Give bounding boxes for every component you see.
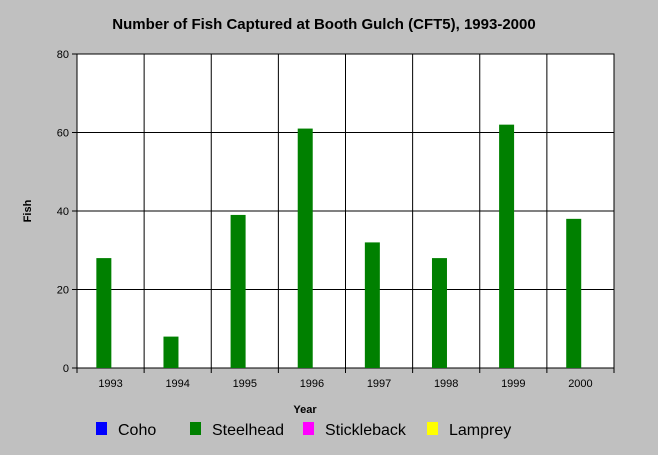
x-tick-label: 2000 [568, 378, 592, 390]
bar-steelhead-1996 [297, 128, 313, 368]
legend-swatch-stickleback [303, 422, 314, 435]
bar-steelhead-1999 [499, 124, 515, 369]
x-tick-label: 1995 [233, 378, 257, 390]
grid-lines [77, 54, 614, 368]
legend-label-steelhead: Steelhead [212, 422, 284, 439]
x-tick-label: 1998 [434, 378, 458, 390]
chart-title: Number of Fish Captured at Booth Gulch (… [112, 16, 535, 33]
legend-label-stickleback: Stickleback [325, 422, 407, 439]
bar-steelhead-1998 [431, 258, 447, 368]
bar-steelhead-2000 [566, 218, 582, 368]
legend-label-coho: Coho [118, 422, 156, 439]
y-tick-label: 60 [57, 128, 69, 140]
y-tick-label: 40 [57, 206, 69, 218]
bar-steelhead-1994 [163, 336, 179, 368]
x-axis-label: Year [293, 404, 317, 416]
x-tick-label: 1996 [300, 378, 324, 390]
y-tick-label: 20 [57, 285, 69, 297]
bars [96, 124, 582, 369]
x-axis-ticks: 1993 1994 1995 1996 1997 1998 1999 2000 [76, 368, 615, 390]
bar-steelhead-1993 [96, 258, 112, 368]
legend-label-lamprey: Lamprey [449, 422, 511, 439]
y-axis-ticks: 0 20 40 60 80 [57, 49, 77, 375]
x-tick-label: 1999 [501, 378, 525, 390]
y-axis-label: Fish [22, 199, 34, 222]
legend: Coho Steelhead Stickleback Lamprey [96, 422, 511, 439]
x-tick-label: 1994 [165, 378, 189, 390]
y-tick-label: 0 [63, 363, 69, 375]
legend-swatch-steelhead [190, 422, 201, 435]
legend-swatch-lamprey [427, 422, 438, 435]
bar-steelhead-1995 [230, 214, 246, 368]
x-tick-label: 1993 [98, 378, 122, 390]
y-tick-label: 80 [57, 49, 69, 61]
legend-swatch-coho [96, 422, 107, 435]
bar-steelhead-1997 [364, 242, 380, 368]
x-tick-label: 1997 [367, 378, 391, 390]
